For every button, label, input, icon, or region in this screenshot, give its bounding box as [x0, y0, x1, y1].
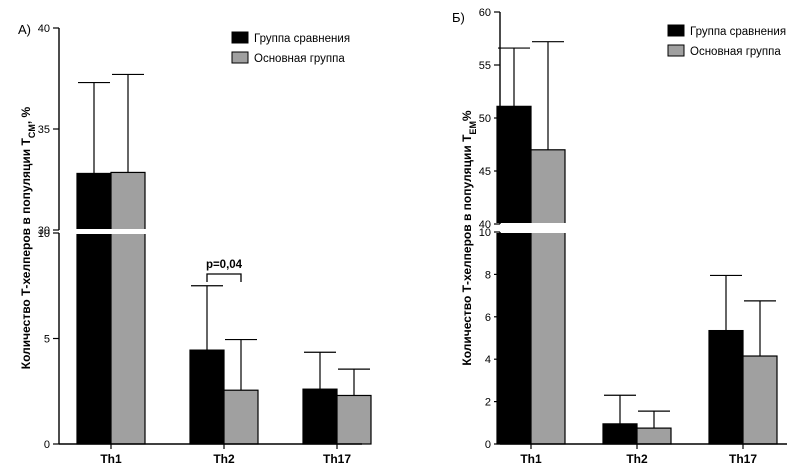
- significance-label: p=0,04: [206, 259, 243, 271]
- y-tick-label: 8: [485, 269, 491, 281]
- bar-th2-series-1: [602, 423, 638, 445]
- y-tick-label: 55: [479, 60, 491, 72]
- y-tick-label: 10: [479, 227, 491, 239]
- y-tick-label: 2: [485, 397, 491, 409]
- bar-th2-series-1: [189, 349, 225, 445]
- legend-label: Основная группа: [690, 46, 781, 58]
- y-tick-label: 5: [44, 334, 50, 346]
- bar-th1-series-2: [530, 149, 566, 445]
- legend-label: Группа сравнения: [690, 26, 786, 38]
- bar-th2-series-2: [636, 427, 672, 445]
- legend-label: Группа сравнения: [254, 33, 350, 45]
- legend-label: Основная группа: [254, 53, 345, 65]
- panel-label: Б): [452, 10, 465, 25]
- x-tick-label: Th1: [520, 452, 542, 466]
- bar-th1-series-1: [76, 172, 112, 445]
- legend-swatch: [231, 51, 249, 64]
- panel-label: А): [18, 22, 31, 37]
- legend-swatch: [667, 24, 685, 37]
- y-tick-label: 0: [44, 439, 50, 451]
- x-tick-label: Th2: [213, 452, 235, 466]
- y-tick-label: 30: [38, 225, 50, 237]
- x-tick-label: Th1: [100, 452, 122, 466]
- axis-break-gap: [492, 223, 789, 233]
- x-tick-label: Th17: [323, 452, 351, 466]
- bar-th1-series-1: [496, 105, 532, 445]
- bar-th17-series-2: [742, 355, 778, 445]
- y-tick-label: 50: [479, 113, 491, 125]
- y-axis-title: Количество Т-хелперов в популяции ТEM%: [460, 110, 478, 366]
- y-axis-title: Количество Т-хелперов в популяции ТCM, %: [19, 106, 37, 369]
- bar-th17-series-2: [336, 394, 372, 445]
- y-tick-label: 6: [485, 312, 491, 324]
- axis-break-gap: [51, 229, 364, 234]
- y-tick-label: 4: [485, 354, 491, 366]
- legend-swatch: [667, 44, 685, 57]
- y-tick-label: 35: [38, 124, 50, 136]
- x-tick-label: Th2: [626, 452, 648, 466]
- significance-bracket: [206, 273, 242, 282]
- y-tick-label: 0: [485, 439, 491, 451]
- bar-th17-series-1: [708, 329, 744, 445]
- bar-th17-series-1: [302, 388, 338, 445]
- y-tick-label: 45: [479, 166, 491, 178]
- y-tick-label: 40: [38, 23, 50, 35]
- bar-th1-series-2: [110, 171, 146, 445]
- y-tick-label: 10: [38, 228, 50, 240]
- legend-swatch: [231, 31, 249, 44]
- x-tick-label: Th17: [729, 452, 757, 466]
- bar-th2-series-2: [223, 389, 259, 445]
- y-tick-label: 60: [479, 7, 491, 19]
- y-tick-label: 40: [479, 219, 491, 231]
